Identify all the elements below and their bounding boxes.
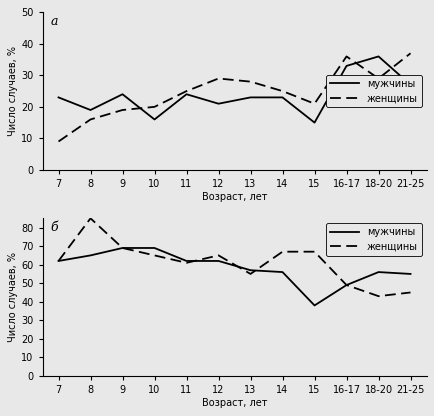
Line: женщины: женщины — [59, 218, 410, 296]
женщины — [215, 253, 220, 258]
мужчины — [375, 270, 380, 275]
Line: мужчины: мужчины — [59, 248, 410, 305]
мужчины — [151, 245, 157, 250]
Line: женщины: женщины — [59, 53, 410, 141]
женщины — [343, 282, 349, 287]
женщины — [311, 249, 316, 254]
Legend: мужчины, женщины: мужчины, женщины — [325, 223, 421, 256]
мужчины — [247, 268, 253, 273]
мужчины — [88, 253, 93, 258]
X-axis label: Возраст, лет: Возраст, лет — [201, 192, 266, 202]
мужчины — [120, 92, 125, 97]
женщины — [407, 51, 412, 56]
женщины — [88, 117, 93, 122]
женщины — [407, 290, 412, 295]
мужчины — [311, 303, 316, 308]
мужчины — [88, 107, 93, 112]
женщины — [375, 76, 380, 81]
женщины — [184, 260, 189, 265]
мужчины — [247, 95, 253, 100]
женщины — [56, 139, 61, 144]
женщины — [279, 89, 284, 94]
женщины — [151, 104, 157, 109]
женщины — [311, 101, 316, 106]
женщины — [247, 271, 253, 276]
Text: б: б — [50, 221, 58, 235]
мужчины — [215, 258, 220, 263]
Y-axis label: Число случаев, %: Число случаев, % — [8, 46, 18, 136]
мужчины — [279, 95, 284, 100]
мужчины — [215, 101, 220, 106]
мужчины — [120, 245, 125, 250]
Legend: мужчины, женщины: мужчины, женщины — [325, 75, 421, 107]
женщины — [151, 253, 157, 258]
женщины — [247, 79, 253, 84]
женщины — [375, 294, 380, 299]
Text: а: а — [50, 15, 58, 28]
Line: мужчины: мужчины — [59, 57, 410, 123]
мужчины — [343, 282, 349, 287]
мужчины — [56, 258, 61, 263]
женщины — [343, 54, 349, 59]
женщины — [120, 245, 125, 250]
женщины — [279, 249, 284, 254]
мужчины — [311, 120, 316, 125]
мужчины — [184, 92, 189, 97]
женщины — [184, 89, 189, 94]
женщины — [56, 258, 61, 263]
мужчины — [407, 271, 412, 276]
мужчины — [56, 95, 61, 100]
мужчины — [375, 54, 380, 59]
мужчины — [343, 63, 349, 68]
X-axis label: Возраст, лет: Возраст, лет — [201, 398, 266, 408]
Y-axis label: Число случаев, %: Число случаев, % — [8, 252, 18, 342]
мужчины — [279, 270, 284, 275]
женщины — [215, 76, 220, 81]
мужчины — [407, 82, 412, 87]
мужчины — [151, 117, 157, 122]
женщины — [88, 216, 93, 221]
женщины — [120, 107, 125, 112]
мужчины — [184, 258, 189, 263]
